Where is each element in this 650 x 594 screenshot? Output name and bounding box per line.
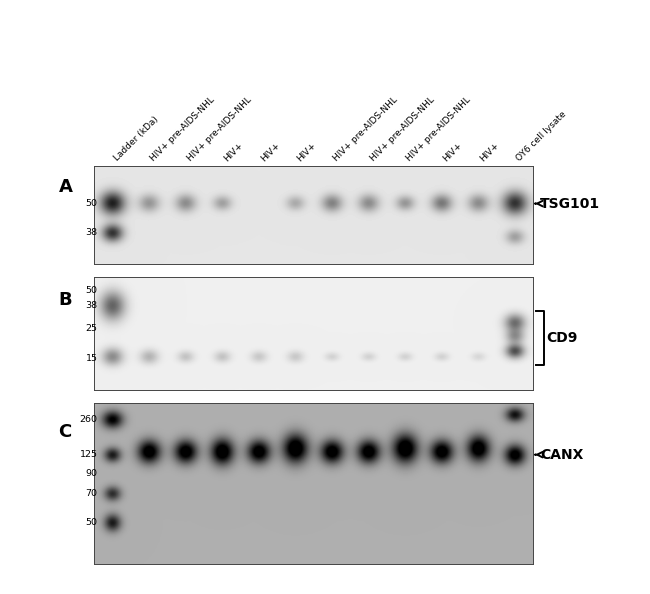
Text: 25: 25 <box>86 324 97 333</box>
Text: 125: 125 <box>79 450 98 459</box>
Text: CD9: CD9 <box>547 331 578 345</box>
Text: A: A <box>58 178 72 196</box>
Text: HIV+ pre-AIDS-NHL: HIV+ pre-AIDS-NHL <box>405 95 473 163</box>
Text: B: B <box>58 291 72 309</box>
Text: 260: 260 <box>79 415 98 424</box>
Text: HIV+ pre-AIDS-NHL: HIV+ pre-AIDS-NHL <box>332 95 400 163</box>
Text: OY6 cell lysate: OY6 cell lysate <box>515 110 568 163</box>
Text: 38: 38 <box>85 301 98 310</box>
Text: 50: 50 <box>86 517 97 526</box>
Text: HIV+: HIV+ <box>441 141 464 163</box>
Text: TSG101: TSG101 <box>540 197 601 210</box>
Text: HIV+: HIV+ <box>295 141 318 163</box>
Text: CANX: CANX <box>540 448 584 462</box>
Text: HIV+: HIV+ <box>222 141 245 163</box>
Text: 50: 50 <box>86 199 97 208</box>
Text: HIV+ pre-AIDS-NHL: HIV+ pre-AIDS-NHL <box>369 95 436 163</box>
Text: 90: 90 <box>86 469 97 478</box>
Text: Ladder (kDa): Ladder (kDa) <box>112 115 161 163</box>
Text: C: C <box>58 422 72 441</box>
Text: 15: 15 <box>86 354 97 363</box>
Text: HIV+ pre-AIDS-NHL: HIV+ pre-AIDS-NHL <box>149 95 217 163</box>
Text: 70: 70 <box>86 489 97 498</box>
Text: HIV+: HIV+ <box>259 141 281 163</box>
Text: 38: 38 <box>85 229 98 238</box>
Text: HIV+ pre-AIDS-NHL: HIV+ pre-AIDS-NHL <box>186 95 254 163</box>
Text: HIV+: HIV+ <box>478 141 500 163</box>
Text: 50: 50 <box>86 286 97 295</box>
